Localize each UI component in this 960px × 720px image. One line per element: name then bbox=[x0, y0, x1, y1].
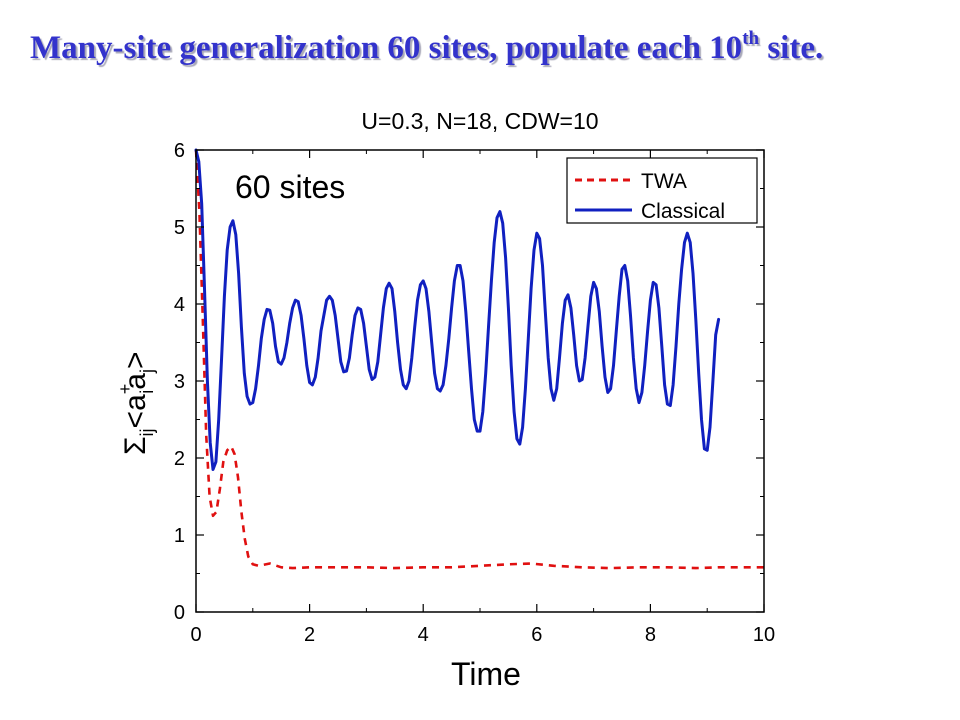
y-tick-label: 2 bbox=[174, 448, 185, 470]
y-tick-label: 4 bbox=[174, 294, 185, 316]
y-tick-label: 5 bbox=[174, 217, 185, 239]
y-tick-label: 0 bbox=[174, 602, 185, 624]
x-axis-label: Time bbox=[451, 656, 521, 692]
y-tick-label: 6 bbox=[174, 140, 185, 162]
x-tick-label: 6 bbox=[531, 624, 542, 646]
y-axis-label-text: Σij<a+ iaj> bbox=[115, 352, 157, 456]
x-tick-label: 8 bbox=[645, 624, 656, 646]
slide-title: Many-site generalization 60 sites, popul… bbox=[30, 28, 950, 67]
legend-label-twa: TWA bbox=[641, 170, 687, 193]
legend-box bbox=[566, 157, 758, 224]
y-label-sum: Σ bbox=[119, 436, 152, 455]
y-label-a2: a bbox=[119, 373, 152, 390]
y-label-sum-sub: ij bbox=[137, 428, 157, 436]
legend-label-classical: Classical bbox=[641, 200, 725, 223]
y-tick-label: 3 bbox=[174, 371, 185, 393]
y-label-dagger: + bbox=[115, 384, 135, 395]
slide-title-main: Many-site generalization 60 sites, popul… bbox=[30, 30, 743, 66]
series-line-classical bbox=[194, 148, 721, 471]
x-tick-label: 10 bbox=[753, 624, 775, 646]
y-axis-label: Σij<a+ iaj> bbox=[115, 352, 157, 456]
y-label-open: <a bbox=[119, 394, 152, 429]
y-label-sub-i: i bbox=[137, 390, 157, 394]
y-label-sub-j: j bbox=[137, 369, 157, 374]
slide-title-superscript: th bbox=[742, 28, 760, 49]
slide-title-end: site. bbox=[759, 30, 824, 66]
y-label-close: > bbox=[119, 352, 152, 370]
series-line-twa bbox=[194, 149, 764, 570]
chart-annotation: 60 sites bbox=[235, 169, 345, 205]
chart-title: U=0.3, N=18, CDW=10 bbox=[361, 108, 598, 134]
legend: TWA Classical bbox=[566, 157, 758, 224]
x-tick-label: 0 bbox=[190, 624, 201, 646]
axis-ticks: 0 2 4 6 8 10 0 1 2 3 4 5 6 bbox=[174, 140, 775, 646]
plot-area bbox=[194, 148, 764, 570]
x-tick-label: 2 bbox=[304, 624, 315, 646]
y-tick-label: 1 bbox=[174, 525, 185, 547]
x-tick-label: 4 bbox=[418, 624, 429, 646]
